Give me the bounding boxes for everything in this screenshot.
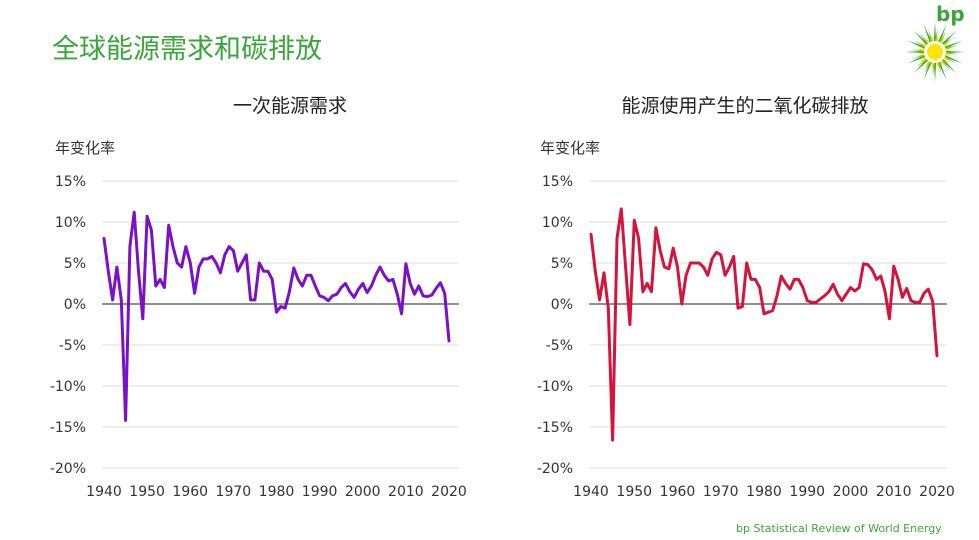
y-tick-label: -5% — [546, 338, 573, 354]
logo-ray — [939, 58, 951, 71]
x-tick-label: 1950 — [616, 484, 652, 500]
y-tick-label: 15% — [55, 174, 86, 190]
y-tick-label: -20% — [50, 461, 86, 477]
bp-logo-text: bp — [936, 2, 965, 26]
series-line-co2 — [589, 207, 939, 442]
y-tick-label: 15% — [542, 174, 573, 190]
x-tick-label: 1960 — [660, 484, 696, 500]
y-tick-label: -20% — [537, 461, 573, 477]
logo-ray — [934, 28, 938, 44]
chart-title-energy: 一次能源需求 — [232, 95, 347, 117]
logo-ray — [942, 55, 957, 64]
y-tick-label: -10% — [50, 379, 86, 395]
logo-ray — [937, 24, 947, 45]
x-tick-label: 1970 — [216, 484, 252, 500]
y-tick-label: -15% — [50, 420, 86, 436]
y-tick-label: 0% — [551, 297, 573, 313]
logo-ray — [940, 30, 957, 47]
y-unit-label-co2: 年变化率 — [540, 139, 601, 157]
x-tick-label: 2000 — [833, 484, 869, 500]
x-tick-label: 1990 — [302, 484, 338, 500]
x-tick-label: 2020 — [431, 484, 467, 500]
logo-ray — [923, 59, 932, 74]
logo-ray — [913, 57, 930, 74]
x-tick-label: 2010 — [388, 484, 424, 500]
page-title: 全球能源需求和碳排放 — [52, 34, 322, 65]
x-tick-label: 1990 — [789, 484, 825, 500]
y-tick-label: 0% — [64, 297, 86, 313]
logo-ray — [938, 30, 947, 45]
chart-energy: 15% 10% 5% 0% -5% -10% -15% -20%1940 1950 1960 197… — [50, 174, 467, 500]
logo-ray — [940, 57, 957, 74]
logo-ray — [916, 56, 929, 68]
y-tick-label: -10% — [537, 379, 573, 395]
y-tick-label: -5% — [59, 338, 86, 354]
logo-ray — [911, 49, 927, 53]
logo-ray — [932, 60, 936, 76]
series-line-energy — [102, 210, 451, 422]
bp-helios-logo — [905, 22, 965, 82]
logo-ray — [913, 30, 930, 47]
logo-ray — [923, 59, 933, 80]
y-tick-label: 5% — [551, 256, 573, 272]
logo-ray — [907, 40, 928, 50]
logo-ray — [943, 51, 959, 55]
x-tick-label: 1980 — [746, 484, 782, 500]
x-tick-label: 1960 — [172, 484, 208, 500]
logo-ray — [913, 40, 928, 49]
chart-title-co2: 能源使用产生的二氧化碳排放 — [621, 95, 869, 117]
logo-ray — [942, 54, 963, 64]
x-tick-label: 2010 — [876, 484, 912, 500]
x-tick-label: 1970 — [703, 484, 739, 500]
y-tick-label: -15% — [537, 420, 573, 436]
x-tick-label: 2000 — [345, 484, 381, 500]
x-tick-label: 1940 — [86, 484, 122, 500]
x-tick-label: 1980 — [259, 484, 295, 500]
x-tick-label: 1950 — [129, 484, 165, 500]
y-tick-label: 10% — [542, 215, 573, 231]
source-footer: bp Statistical Review of World Energy — [736, 522, 942, 535]
chart-co2: 15% 10% 5% 0% -5% -10% -15% -20%1940 1950 1960 197… — [537, 174, 955, 500]
logo-ray — [919, 33, 931, 46]
x-tick-label: 2020 — [919, 484, 955, 500]
y-unit-label-energy: 年变化率 — [55, 139, 116, 157]
logo-ray — [941, 36, 954, 48]
y-tick-label: 10% — [55, 215, 86, 231]
x-tick-label: 1940 — [573, 484, 609, 500]
y-tick-label: 5% — [64, 256, 86, 272]
